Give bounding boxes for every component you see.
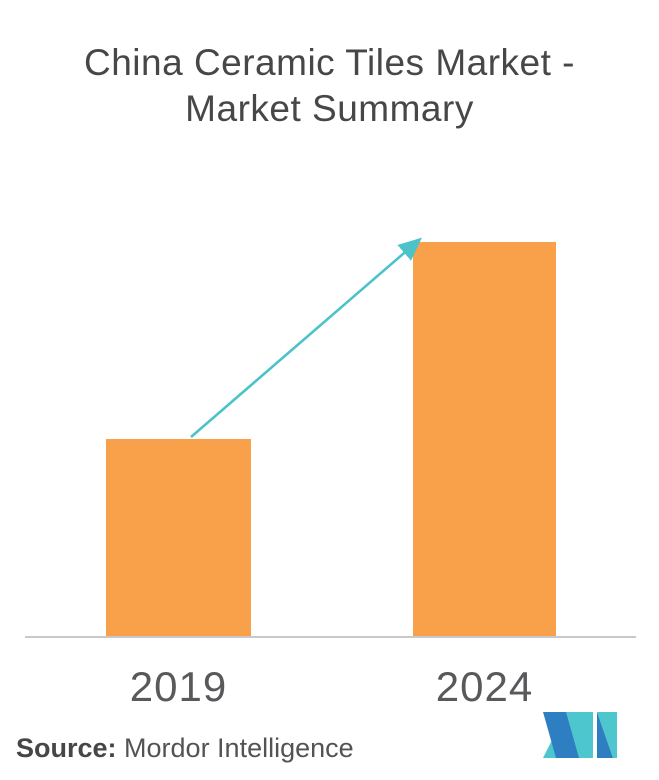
- source-label: Source:: [16, 733, 117, 763]
- source-text: Mordor Intelligence: [116, 733, 354, 763]
- bar-2024[interactable]: [413, 242, 556, 637]
- chart-title: China Ceramic Tiles Market - Market Summ…: [83, 42, 575, 129]
- x-axis-line: [25, 636, 636, 638]
- mordor-intelligence-logo: [543, 712, 617, 758]
- x-tick-label-2019: 2019: [129, 663, 228, 710]
- x-tick-label-2024: 2024: [435, 663, 534, 710]
- source-attribution: Source: Mordor Intelligence: [16, 733, 354, 764]
- bar-2019[interactable]: [106, 439, 251, 637]
